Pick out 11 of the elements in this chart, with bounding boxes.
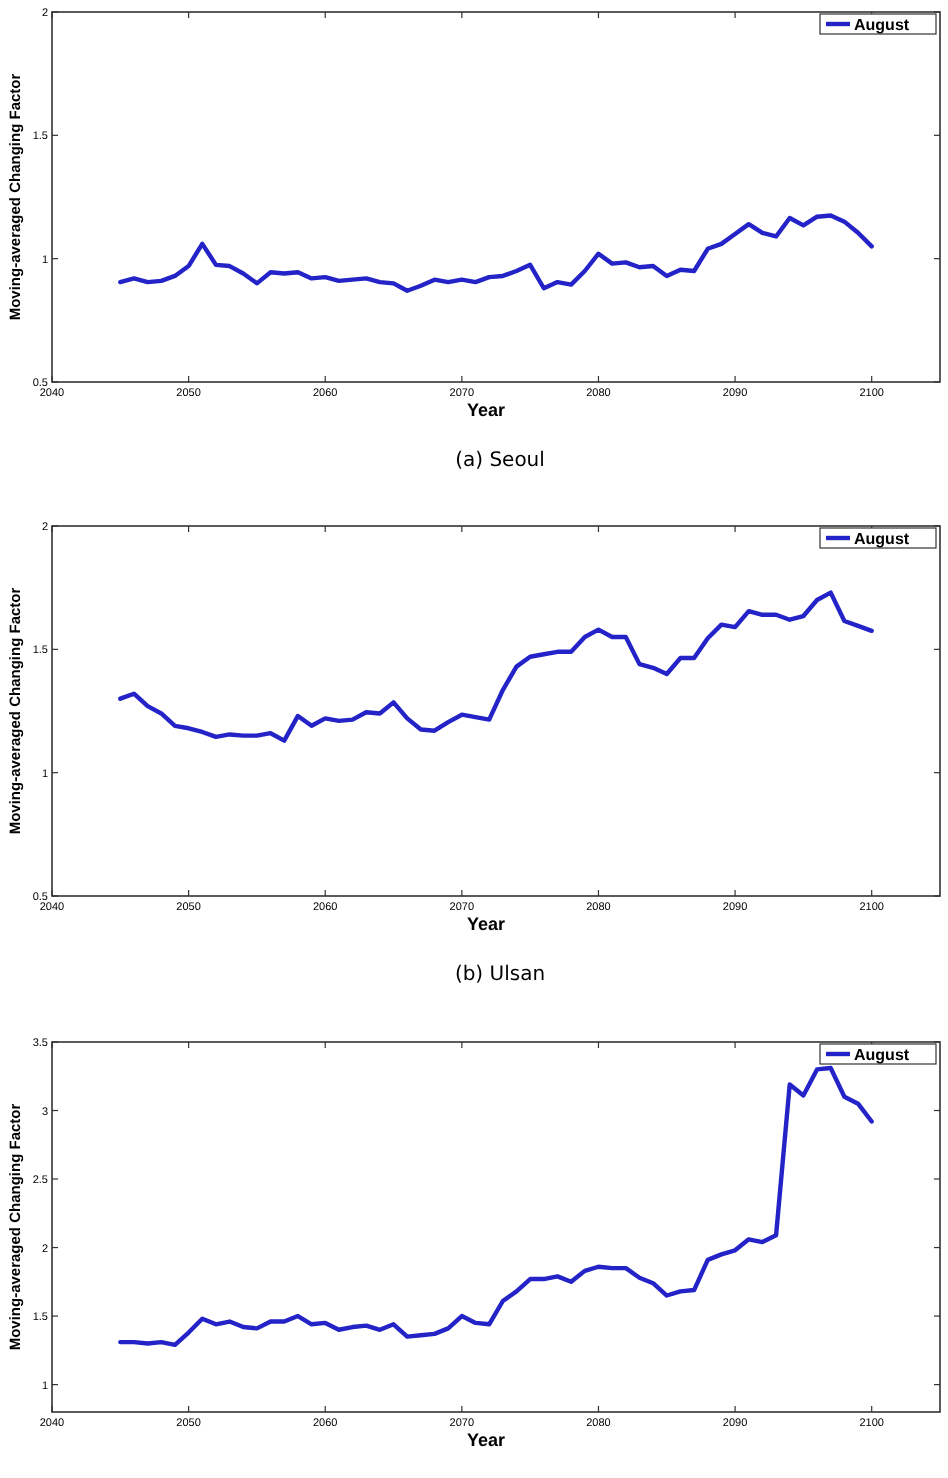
line-series xyxy=(118,213,874,293)
line-series xyxy=(118,1065,874,1348)
text: (b) Ulsan xyxy=(454,964,546,986)
line-series xyxy=(118,590,874,743)
x-axis-title: Year xyxy=(466,914,506,934)
text: (a) Seoul xyxy=(455,450,545,472)
legend-label: August xyxy=(854,530,910,548)
x-axis-title: Year xyxy=(466,400,506,420)
x-axis-title: Year xyxy=(466,1430,506,1450)
legend-label: August xyxy=(854,16,910,34)
legend-label: August xyxy=(854,1046,910,1064)
